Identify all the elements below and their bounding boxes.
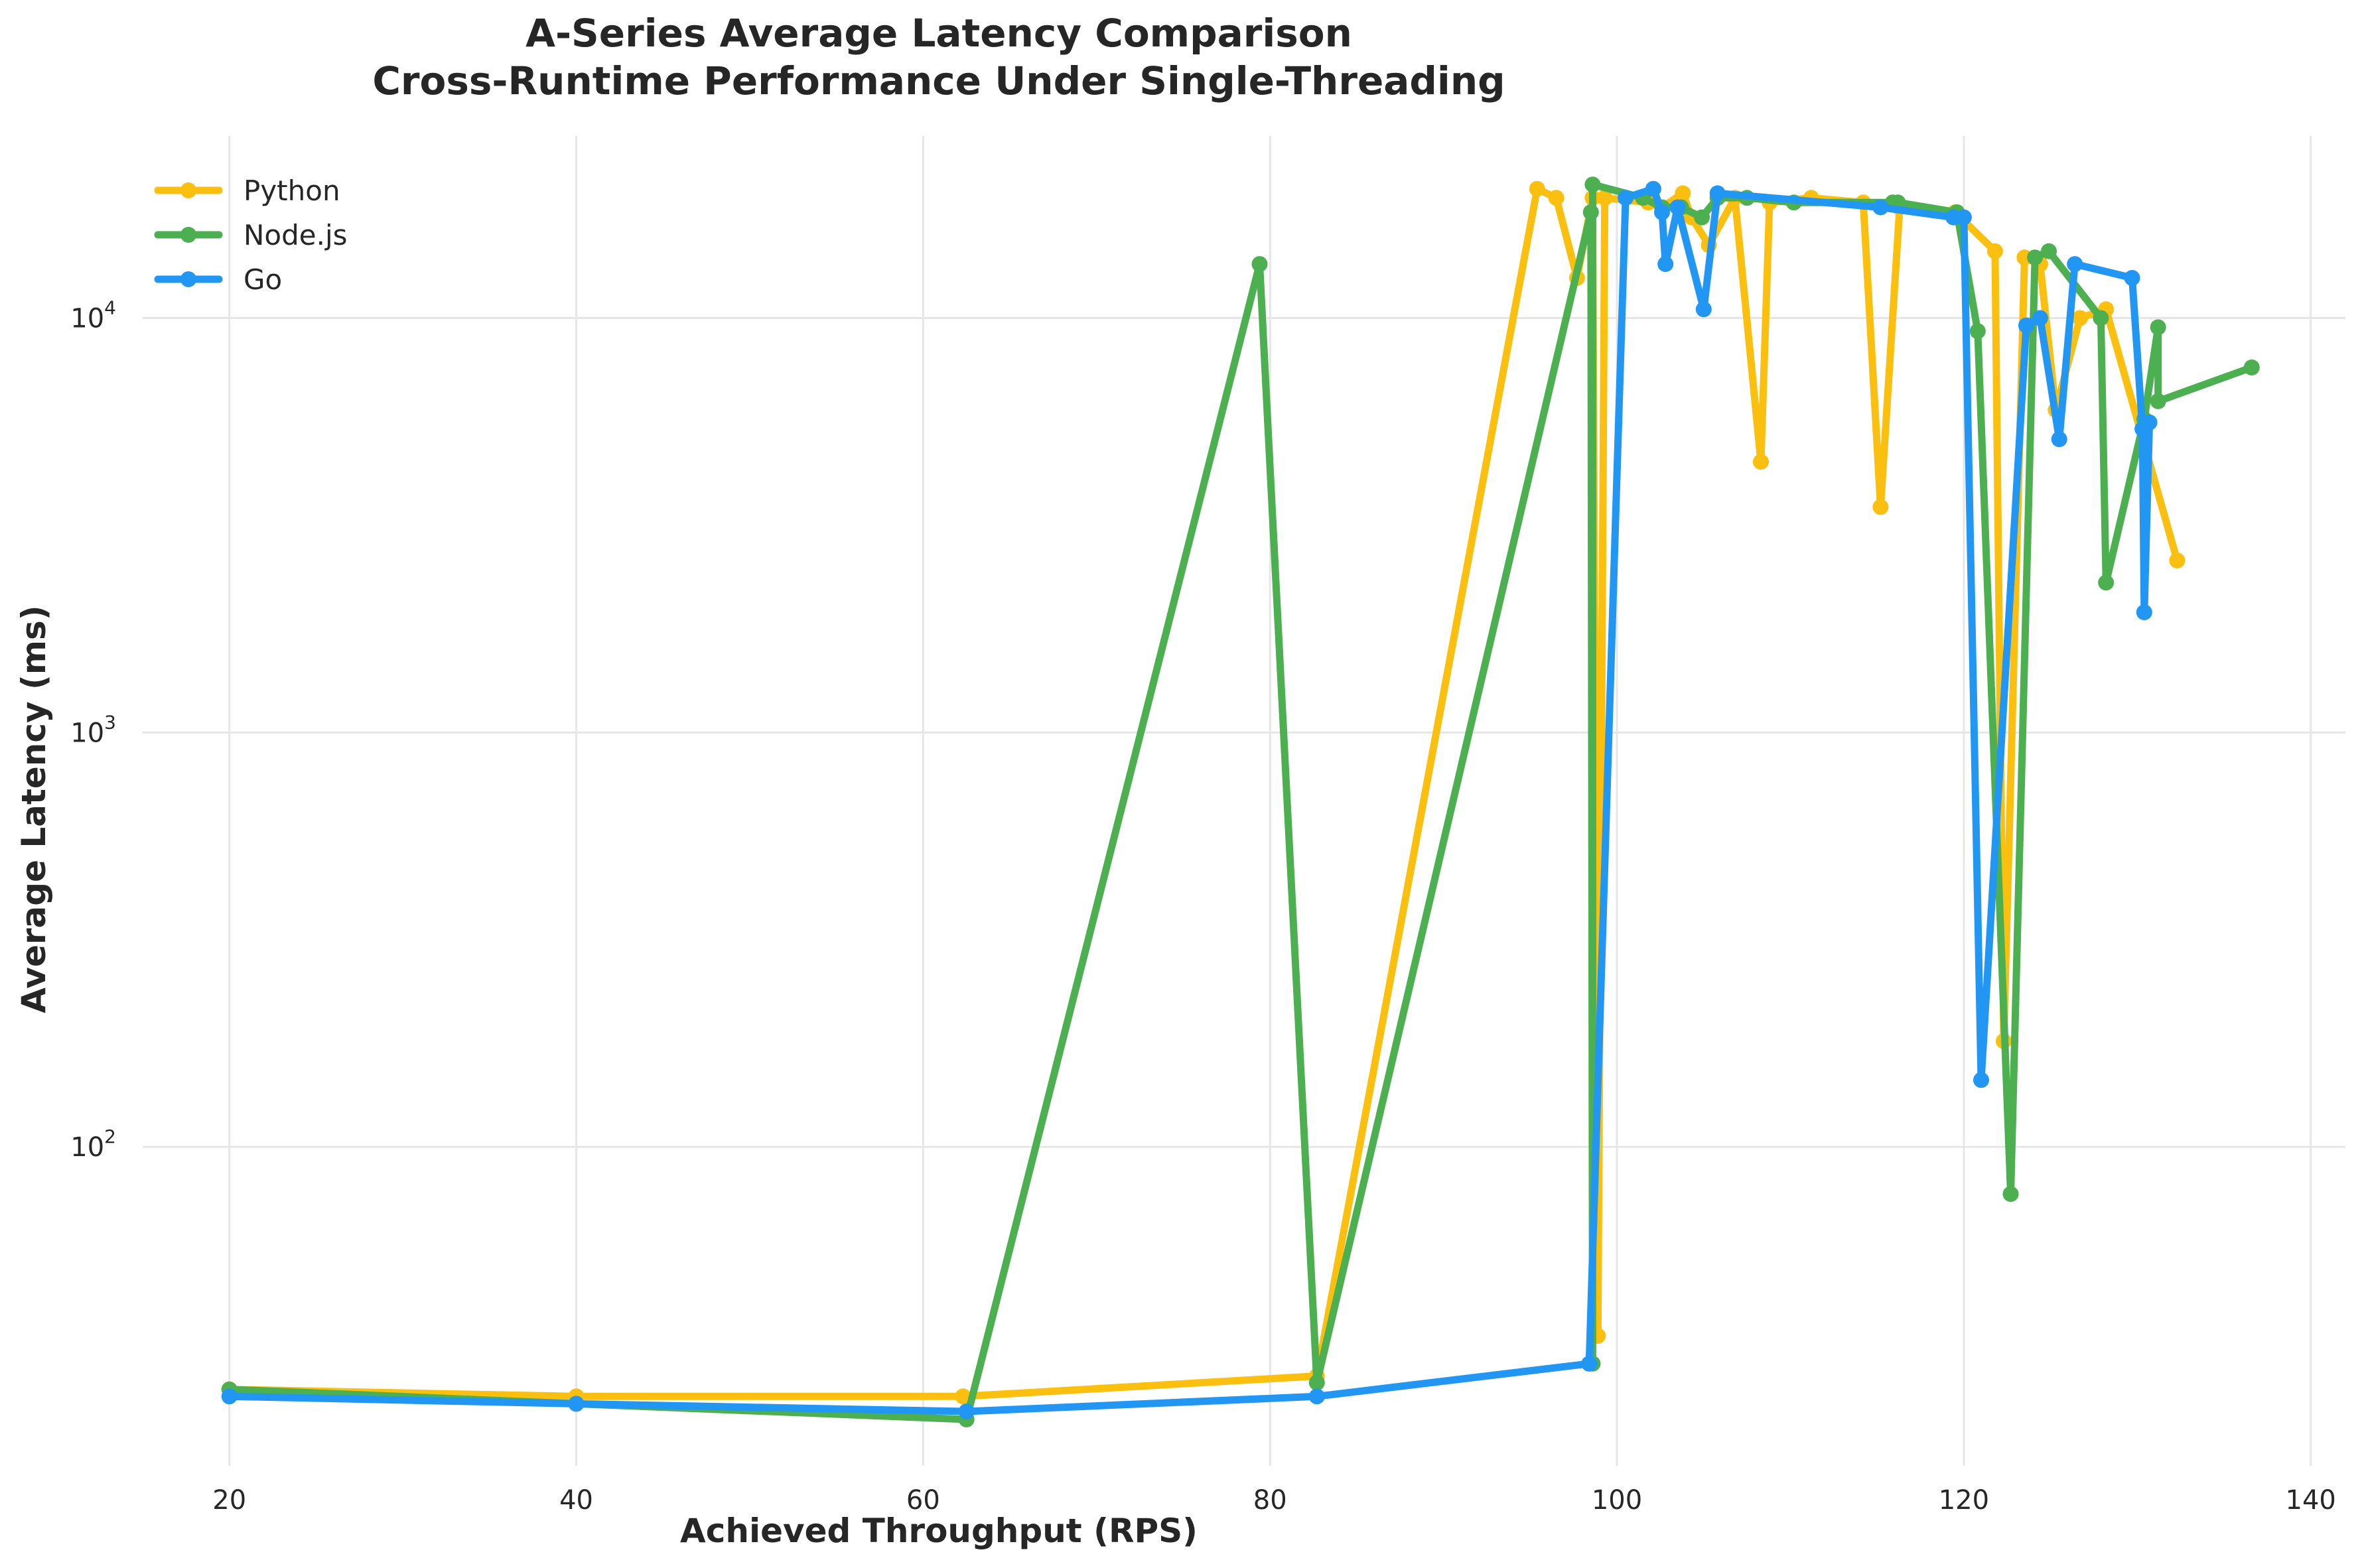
data-point-node-js — [2150, 319, 2166, 336]
legend: Python Node.js Go — [154, 174, 348, 296]
y-tick-label: 102 — [70, 1126, 116, 1163]
data-point-python — [2072, 310, 2088, 326]
legend-label-python: Python — [243, 174, 340, 207]
data-point-node-js — [1584, 176, 1601, 193]
series-go — [221, 180, 2158, 1419]
data-point-go — [568, 1396, 585, 1412]
y-axis-label: Average Latency (ms) — [15, 605, 53, 1013]
data-point-go — [1654, 204, 1670, 220]
chart-title: A-Series Average Latency Comparison — [525, 11, 1352, 56]
data-point-python — [2169, 553, 2186, 568]
legend-label-go: Go — [243, 263, 282, 296]
data-point-python — [1753, 454, 1769, 470]
data-point-node-js — [2041, 243, 2057, 259]
data-point-node-js — [1308, 1374, 1325, 1391]
series-line-go — [226, 185, 2154, 1415]
data-point-go — [1308, 1388, 1325, 1405]
x-tick-label: 140 — [2286, 1485, 2336, 1516]
x-tick-label: 60 — [906, 1485, 940, 1516]
data-point-python — [1596, 190, 1613, 206]
data-point-python — [1872, 499, 1889, 515]
data-point-node-js — [2150, 393, 2166, 409]
x-tick-label: 40 — [559, 1485, 593, 1516]
data-point-go — [1618, 190, 1634, 206]
x-tick-label: 80 — [1253, 1485, 1287, 1516]
data-point-go — [2124, 270, 2140, 286]
data-point-python — [955, 1388, 971, 1405]
data-point-go — [1581, 1355, 1598, 1372]
data-point-go — [1645, 180, 1661, 197]
chart-subtitle: Cross-Runtime Performance Under Single-T… — [372, 58, 1505, 103]
data-point-node-js — [1969, 323, 1986, 340]
data-point-go — [2141, 414, 2158, 430]
data-point-go — [1657, 256, 1674, 273]
data-point-go — [958, 1404, 975, 1419]
legend-label-node-js: Node.js — [243, 219, 348, 251]
series-layer — [221, 176, 2260, 1427]
x-tick-label: 100 — [1592, 1485, 1642, 1516]
data-point-node-js — [2243, 359, 2260, 375]
data-point-go — [2018, 317, 2034, 334]
data-point-go — [2051, 431, 2067, 448]
data-point-go — [1872, 199, 1889, 216]
x-tick-label: 20 — [212, 1485, 246, 1516]
data-point-go — [1709, 185, 1726, 202]
y-tick-label: 104 — [70, 297, 116, 334]
data-point-go — [1669, 199, 1686, 216]
data-point-go — [1955, 209, 1972, 226]
data-point-node-js — [1251, 256, 1268, 273]
x-axis-label: Achieved Throughput (RPS) — [680, 1512, 1198, 1550]
data-point-python — [1548, 190, 1564, 206]
legend-item-python: Python — [154, 174, 340, 207]
x-tick-label: 120 — [1939, 1485, 1989, 1516]
legend-item-go: Go — [154, 263, 282, 296]
data-point-node-js — [2027, 249, 2044, 266]
data-point-go — [2136, 604, 2152, 621]
y-tick-label: 103 — [70, 711, 116, 748]
data-point-python — [1986, 243, 2003, 259]
tick-labels: 20 40 60 80 100 120 140 102 103 104 — [70, 297, 2336, 1516]
data-point-go — [1973, 1072, 1989, 1088]
data-point-go — [1695, 301, 1712, 318]
data-point-go — [2067, 256, 2083, 273]
data-point-python — [1529, 180, 1545, 197]
data-point-python — [1675, 185, 1691, 202]
data-point-node-js — [2093, 310, 2109, 326]
data-point-node-js — [2002, 1186, 2019, 1203]
legend-item-node-js: Node.js — [154, 219, 348, 251]
data-point-node-js — [1694, 209, 1710, 226]
data-point-node-js — [1582, 204, 1599, 220]
data-point-go — [2032, 310, 2048, 326]
data-point-go — [221, 1388, 238, 1405]
legend-marker-python — [180, 182, 196, 198]
legend-marker-node-js — [180, 227, 196, 243]
legend-marker-go — [180, 271, 196, 287]
data-point-node-js — [2098, 574, 2115, 591]
